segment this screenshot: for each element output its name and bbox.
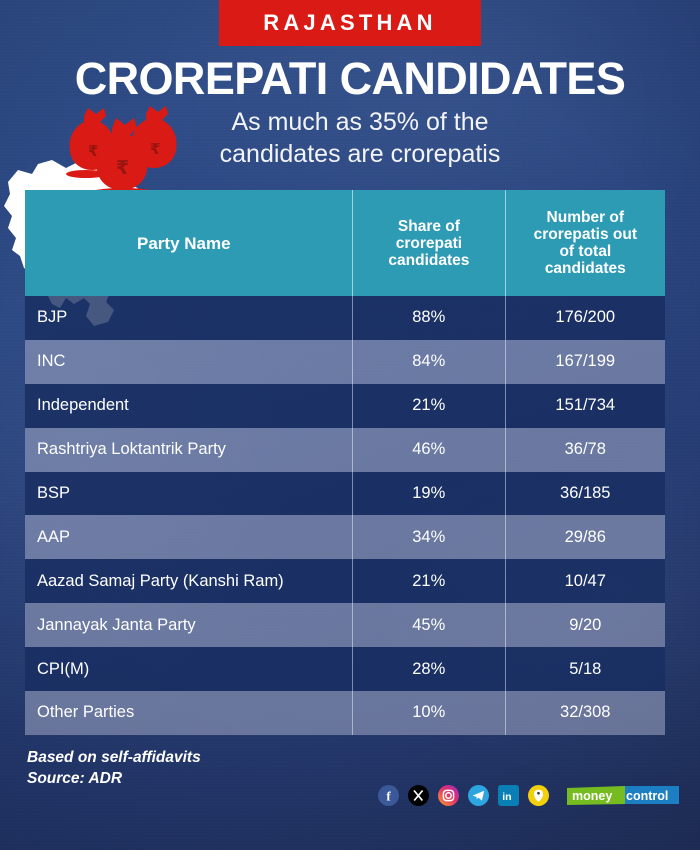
cell-party-name: Rashtriya Loktantrik Party: [37, 440, 226, 459]
cell-party-name: CPI(M): [37, 659, 90, 678]
koo-icon[interactable]: [528, 785, 549, 806]
cell-count: 36/185: [504, 471, 665, 516]
table-body: BJP 88% 176/200 INC 84% 167/199 Independent 21%…: [25, 296, 665, 735]
table-row: AAP 34% 29/86: [25, 515, 665, 560]
column-header-count: Number of crorepatis out of total candid…: [504, 190, 665, 296]
count-header-line-4: candidates: [544, 260, 626, 277]
table-row: Aazad Samaj Party (Kanshi Ram) 21% 10/47: [25, 559, 665, 604]
social-links[interactable]: f in: [378, 785, 679, 806]
cell-count: 167/199: [504, 339, 665, 384]
table-row: BSP 19% 36/185: [25, 471, 665, 516]
cell-share: 88%: [352, 296, 505, 340]
cell-share: 19%: [352, 471, 505, 516]
table-header-row: Party Name Share of crorepati candidates…: [25, 190, 665, 296]
moneycontrol-logo[interactable]: money control: [567, 785, 679, 806]
cell-share: 46%: [352, 427, 505, 472]
logo-part-money: money: [572, 789, 612, 803]
svg-text:₹: ₹: [116, 157, 129, 179]
crorepati-table: Party Name Share of crorepati candidates…: [25, 190, 665, 735]
cell-count: 9/20: [504, 603, 665, 648]
cell-party-name: AAP: [37, 527, 71, 546]
source-note-line: Based on self-affidavits: [27, 749, 201, 766]
table-row: CPI(M) 28% 5/18: [25, 647, 665, 692]
cell-party-name: Other Parties: [37, 703, 135, 722]
svg-text:f: f: [386, 789, 391, 804]
cell-count: 36/78: [504, 427, 665, 472]
cell-party-name: Aazad Samaj Party (Kanshi Ram): [37, 571, 284, 590]
svg-text:in: in: [502, 791, 511, 803]
cell-share: 34%: [352, 515, 505, 560]
share-header-line-1: Share of: [397, 217, 460, 235]
logo-part-control: control: [626, 789, 668, 803]
instagram-icon[interactable]: [438, 785, 459, 806]
subtitle-line-1: As much as 35% of the: [231, 108, 489, 136]
table-row: Jannayak Janta Party 45% 9/20: [25, 603, 665, 648]
svg-text:₹: ₹: [150, 140, 160, 158]
cell-share: 10%: [352, 691, 505, 735]
cell-share: 45%: [352, 603, 505, 648]
share-header-line-3: candidates: [388, 251, 470, 269]
telegram-icon[interactable]: [468, 785, 489, 806]
x-twitter-icon[interactable]: [408, 785, 429, 806]
cell-share: 84%: [352, 339, 505, 384]
cell-party-name: BJP: [37, 308, 68, 327]
table-row: INC 84% 167/199: [25, 339, 665, 384]
table-row: Rashtriya Loktantrik Party 46% 36/78: [25, 427, 665, 472]
cell-share: 21%: [352, 383, 505, 428]
page-subtitle: As much as 35% of the candidates are cro…: [130, 106, 590, 170]
source-line: Source: ADR: [27, 770, 123, 787]
cell-share: 28%: [352, 647, 505, 692]
region-banner: RAJASTHAN: [219, 0, 481, 46]
cell-count: 10/47: [504, 559, 665, 604]
count-header-line-2: crorepatis out: [533, 226, 637, 243]
column-header-party-name: Party Name: [137, 233, 231, 253]
column-header-share: Share of crorepati candidates: [352, 190, 504, 296]
cell-party-name: Independent: [37, 396, 129, 415]
cell-count: 176/200: [504, 296, 665, 340]
facebook-icon[interactable]: f: [378, 785, 399, 806]
table-row: Other Parties 10% 32/308: [25, 691, 665, 735]
page-title: CROREPATI CANDIDATES: [74, 53, 626, 104]
cell-count: 32/308: [504, 691, 665, 735]
count-header-line-3: of total: [559, 243, 612, 260]
cell-count: 5/18: [504, 647, 665, 692]
share-header-line-2: crorepati: [395, 234, 463, 252]
count-header-line-1: Number of: [546, 209, 625, 226]
table-row: Independent 21% 151/734: [25, 383, 665, 428]
source-note: Based on self-affidavits Source: ADR: [27, 747, 201, 789]
region-banner-label: RAJASTHAN: [263, 10, 437, 35]
table-row: BJP 88% 176/200: [25, 296, 665, 340]
cell-party-name: Jannayak Janta Party: [37, 615, 196, 634]
cell-party-name: BSP: [37, 484, 71, 502]
cell-party-name: INC: [37, 352, 66, 371]
cell-count: 29/86: [504, 515, 665, 560]
cell-count: 151/734: [504, 383, 665, 428]
svg-text:₹: ₹: [88, 142, 98, 160]
linkedin-icon[interactable]: in: [498, 785, 519, 806]
cell-share: 21%: [352, 559, 505, 604]
subtitle-line-2: candidates are crorepatis: [219, 140, 501, 168]
